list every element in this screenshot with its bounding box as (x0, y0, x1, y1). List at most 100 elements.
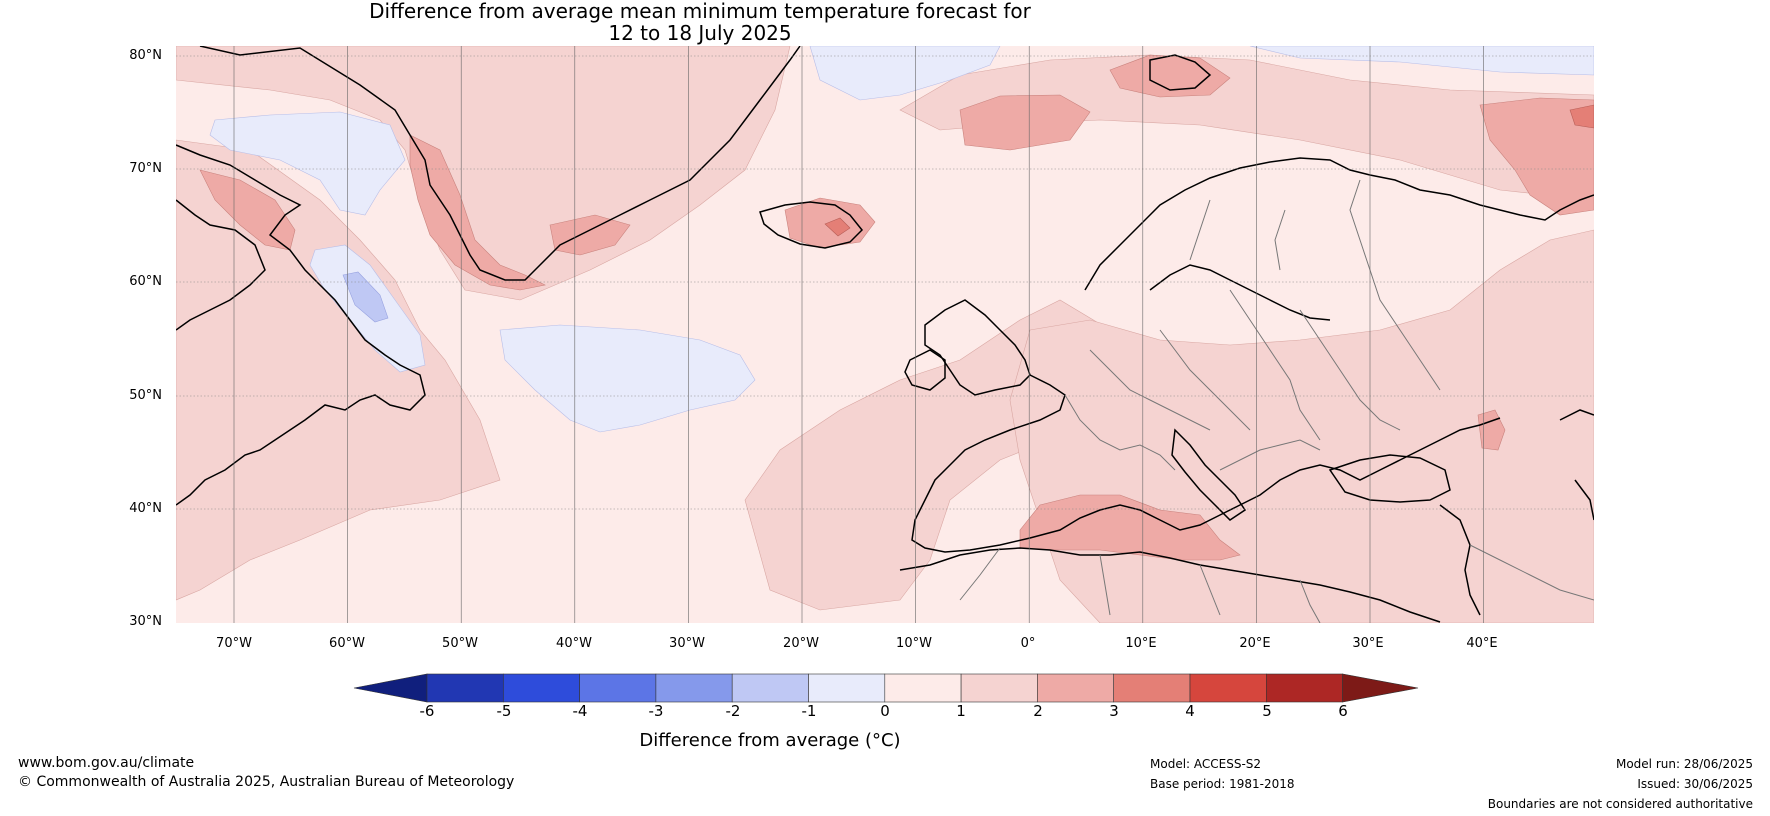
border-3 (1159, 329, 1251, 431)
coastlines (176, 46, 1594, 623)
colorbar-tick: -5 (496, 702, 512, 720)
colorbar-tick: -4 (572, 702, 588, 720)
anomaly-region-2-3-mediterranean (1019, 494, 1241, 561)
colorbar-extend-low (353, 673, 428, 703)
colorbar-swatch (1266, 673, 1343, 703)
footer-disclaimer: Boundaries are not considered authoritat… (1487, 797, 1753, 811)
anomaly-region-neg-baffin-bay (209, 111, 406, 216)
lat-label-80n: 80°N (129, 48, 162, 63)
canada-arctic-coast (176, 144, 426, 506)
lon-label-60w: 60°W (329, 636, 365, 651)
ireland-coast (904, 349, 946, 391)
anomaly-region-neg-arctic-east (1249, 46, 1594, 76)
lon-label-70w: 70°W (216, 636, 252, 651)
colorbar-swatch (579, 673, 657, 703)
anomaly-region-2-3-barents-west (959, 94, 1091, 151)
lat-label-30n: 30°N (129, 614, 162, 629)
lat-label-60n: 60°N (129, 274, 162, 289)
footer-website: www.bom.gov.au/climate (18, 755, 195, 771)
canada-east-coast (176, 199, 266, 331)
colorbar-swatch (1113, 673, 1191, 703)
colorbar-tick: -1 (801, 702, 817, 720)
colorbar-tick: 5 (1262, 702, 1272, 720)
iceland-coast (759, 201, 864, 249)
colorbar-tick: 1 (956, 702, 966, 720)
caspian-coast (1559, 409, 1594, 421)
colorbar-tick: 4 (1185, 702, 1195, 720)
lon-label-0: 0° (1020, 636, 1036, 651)
colorbar-swatch (960, 673, 1038, 703)
lon-label-10w: 10°W (896, 636, 932, 651)
east-mediterranean-coast (1439, 504, 1481, 616)
lat-label-50n: 50°N (129, 388, 162, 403)
lon-label-10e: 10°E (1125, 636, 1157, 651)
lon-label-30e: 30°E (1352, 636, 1384, 651)
map-title-line2: 12 to 18 July 2025 (608, 21, 792, 45)
lon-label-20e: 20°E (1239, 636, 1271, 651)
north-africa-coast (899, 547, 1441, 623)
colorbar-swatch (731, 673, 809, 703)
lon-label-30w: 30°W (669, 636, 705, 651)
colorbar-tick: 6 (1338, 702, 1348, 720)
anomaly-region-1-2-canada (176, 139, 501, 601)
anomaly-region-1-2-greenland (176, 46, 791, 301)
colorbar-tick: 0 (880, 702, 890, 720)
border-12 (1199, 564, 1221, 616)
colorbar-swatch (1037, 673, 1115, 703)
colorbar-extend-high (1342, 673, 1419, 703)
anomaly-region-neg-atlantic (499, 324, 756, 433)
colorbar-swatch (1189, 673, 1267, 703)
anomaly-region-2-3-caspian (1477, 409, 1506, 451)
map-title-line1: Difference from average mean minimum tem… (369, 0, 1031, 23)
border-2 (1089, 349, 1211, 431)
anomaly-region-3-4-kara (1569, 104, 1594, 129)
colorbar-swatch (808, 673, 886, 703)
lon-label-40e: 40°E (1466, 636, 1498, 651)
colorbar-tick: -2 (725, 702, 741, 720)
black-sea-coast (1328, 454, 1451, 503)
anomaly-region-neg-labrador-core (342, 271, 389, 323)
border-1 (1064, 394, 1176, 471)
anomaly-region-2-3-kara (1479, 97, 1594, 216)
baltic-coast (1149, 264, 1331, 321)
colorbar-title: Difference from average (°C) (0, 730, 1770, 751)
country-borders (959, 179, 1594, 623)
footer-issued: Issued: 30/06/2025 (1637, 777, 1753, 791)
colorbar-tick: 2 (1033, 702, 1043, 720)
border-5 (1299, 309, 1401, 431)
lon-label-40w: 40°W (556, 636, 592, 651)
greenland-coast (199, 46, 801, 281)
anomaly-field (176, 46, 1594, 623)
border-4 (1229, 289, 1321, 441)
anomaly-region-3-4-iceland (824, 217, 851, 237)
lat-label-70n: 70°N (129, 161, 162, 176)
footer-model-run: Model run: 28/06/2025 (1615, 757, 1753, 771)
colorbar-swatch (426, 673, 504, 703)
anomaly-region-2-3-greenland-sw (409, 134, 546, 291)
graticule (176, 46, 1594, 623)
colorbar-swatch (655, 673, 733, 703)
border-13 (1299, 579, 1321, 623)
colorbar-tick: 3 (1109, 702, 1119, 720)
border-9 (1219, 439, 1321, 471)
colorbar-swatch (884, 673, 962, 703)
colorbar (353, 673, 1419, 703)
lon-label-20w: 20°W (783, 636, 819, 651)
lon-label-50w: 50°W (442, 636, 478, 651)
border-6 (1349, 179, 1441, 391)
border-11 (959, 547, 1001, 601)
colorbar-title-text: Difference from average (°C) (639, 730, 901, 751)
italy-coast (1171, 428, 1247, 521)
colorbar-tick: -3 (648, 702, 664, 720)
colorbar-swatch (502, 673, 580, 703)
caspian-lower-coast (1574, 479, 1594, 521)
border-14 (1469, 544, 1594, 601)
footer-base-period: Base period: 1981-2018 (1150, 777, 1295, 791)
border-7 (1274, 209, 1286, 271)
border-10 (1099, 554, 1111, 616)
anomaly-region-neg-greenland-sea (809, 46, 1001, 101)
colorbar-tick: -6 (419, 702, 435, 720)
border-8 (1189, 199, 1211, 261)
footer-copyright: © Commonwealth of Australia 2025, Austra… (18, 774, 515, 790)
